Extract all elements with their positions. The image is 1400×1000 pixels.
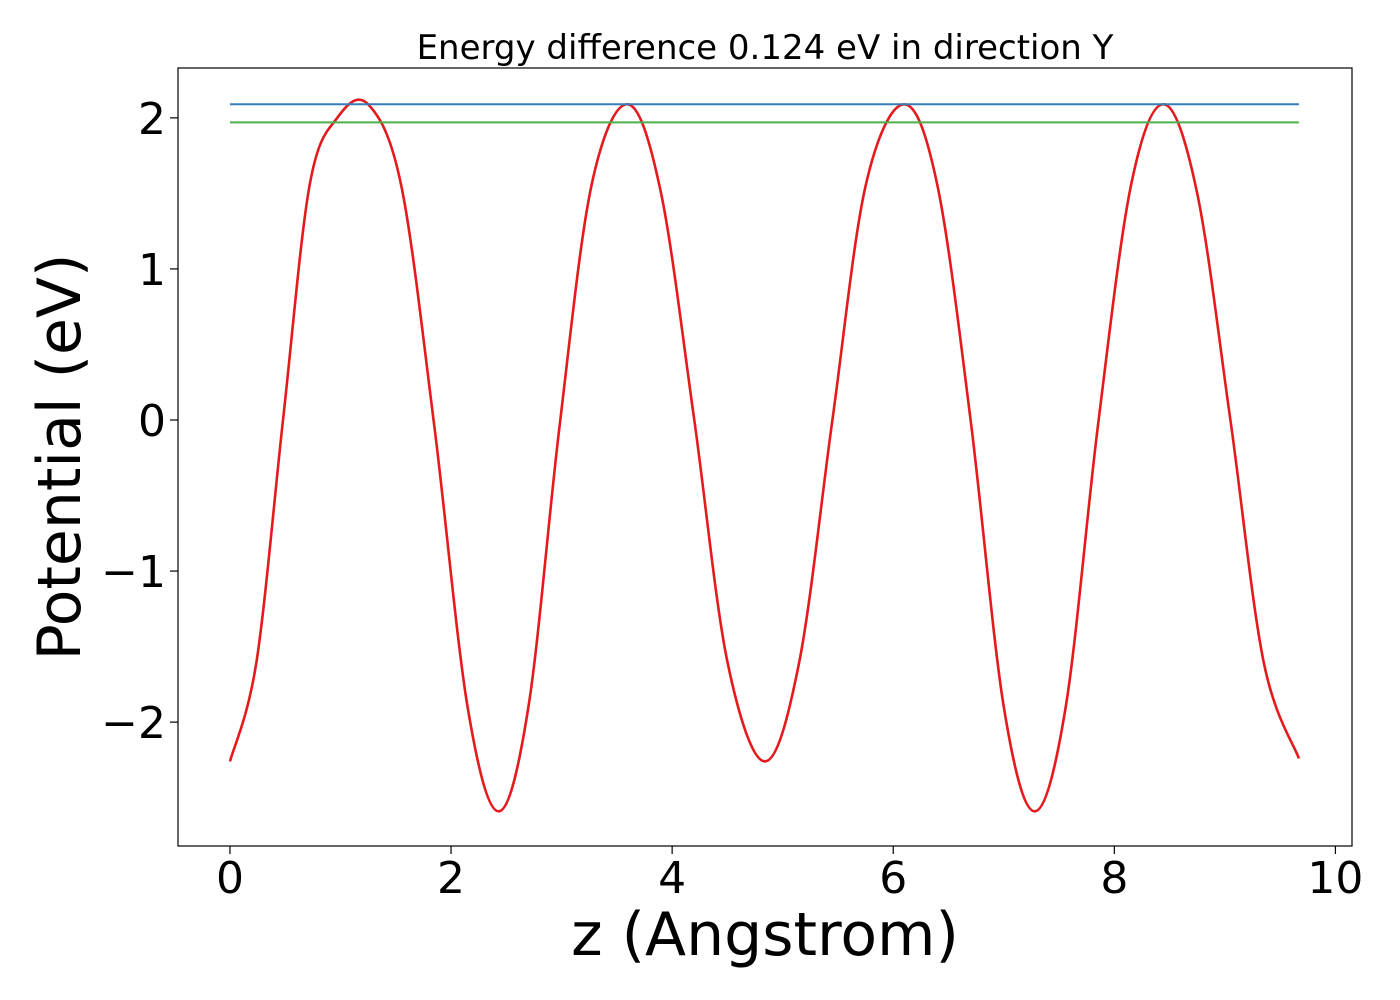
x-tick-label: 2 — [437, 853, 465, 904]
series-line-1 — [228, 98, 1301, 813]
x-tick-label: 10 — [1307, 853, 1363, 904]
plot-area — [228, 98, 1301, 813]
chart-title: Energy difference 0.124 eV in direction … — [417, 28, 1114, 68]
plot-frame — [177, 67, 1353, 847]
y-tick-label: −2 — [101, 698, 166, 749]
x-axis-ticks: 0 2 4 6 8 10 — [216, 846, 1363, 904]
y-axis-title: Potential (eV) — [25, 254, 95, 661]
x-tick-label: 8 — [1100, 853, 1128, 904]
x-tick-label: 6 — [879, 853, 907, 904]
y-axis-ticks: −2 −1 0 1 2 — [101, 94, 178, 749]
x-axis-title: z (Angstrom) — [571, 900, 959, 970]
y-tick-label: 2 — [138, 94, 166, 145]
y-tick-label: 1 — [138, 245, 166, 296]
y-tick-label: 0 — [138, 396, 166, 447]
x-tick-label: 0 — [216, 853, 244, 904]
x-tick-label: 4 — [658, 853, 686, 904]
y-tick-label: −1 — [101, 547, 166, 598]
